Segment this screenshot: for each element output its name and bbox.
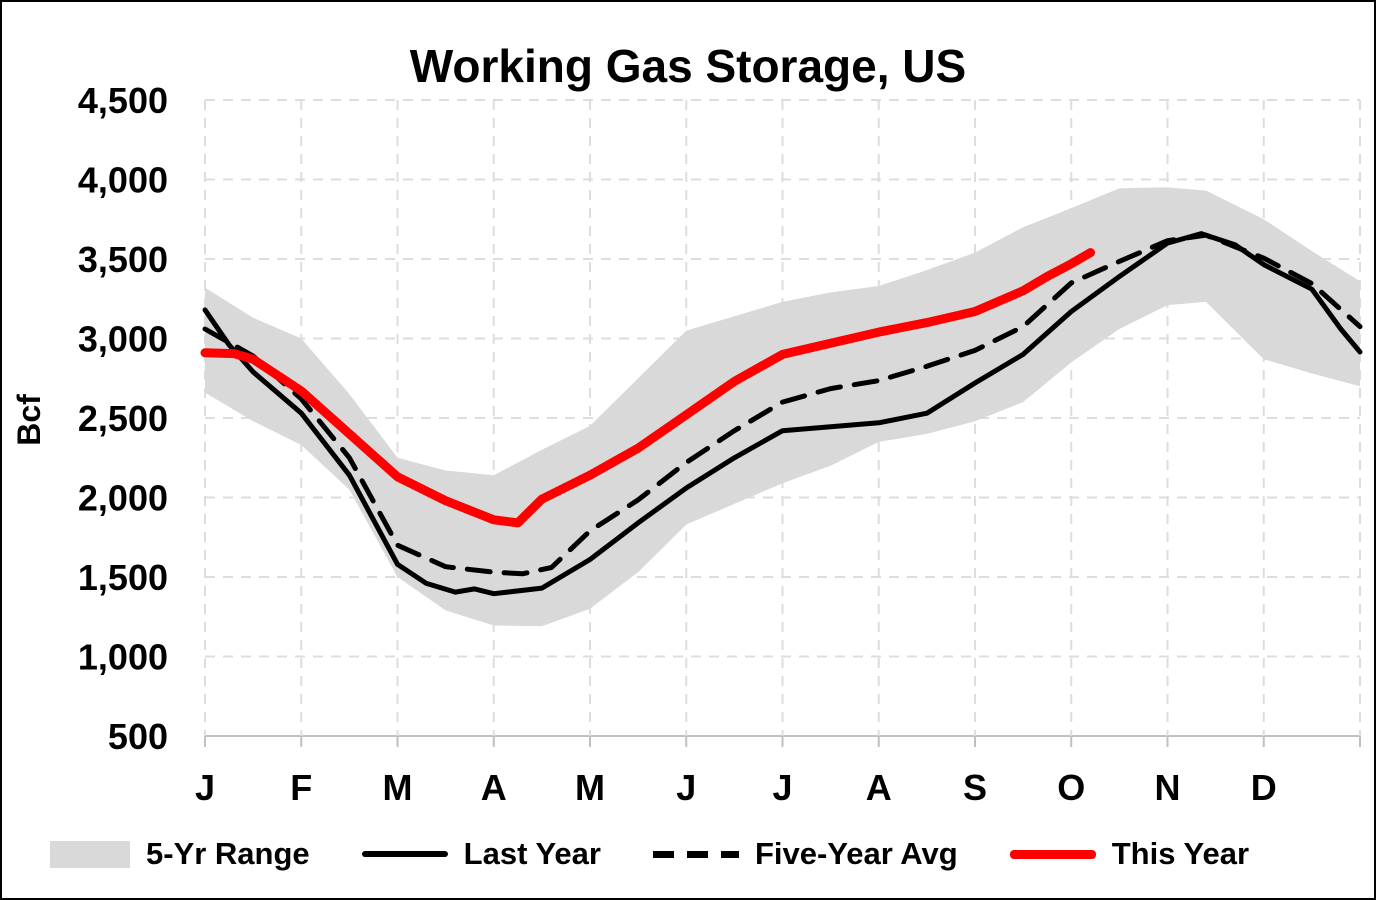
this-year-line [200, 248, 1095, 528]
x-axis-label-s8: S [963, 767, 987, 808]
series-lines [200, 231, 1363, 597]
five-year-avg-line [202, 232, 1363, 577]
y-axis-title: Bcf [11, 394, 47, 446]
legend-item-five-year-avg: Five-Year Avg [652, 836, 958, 872]
red-line-swatch-icon [1009, 849, 1096, 859]
y-axis-label-1500: 1,500 [78, 557, 168, 598]
y-axis-label-4500: 4,500 [78, 80, 168, 121]
y-axis-label-4000: 4,000 [78, 160, 168, 201]
gridlines [204, 99, 1361, 737]
y-axis-label-2500: 2,500 [78, 398, 168, 439]
x-axis-label-o9: O [1057, 767, 1085, 808]
chart-legend: 5-Yr Range Last Year Five-Year Avg This … [50, 836, 1330, 872]
legend-label: Five-Year Avg [754, 836, 958, 871]
range-band-swatch-icon [50, 840, 130, 868]
x-axis-label-m4: M [575, 767, 605, 808]
legend-item-5yr-range: 5-Yr Range [50, 836, 310, 872]
legend-label: Last Year [463, 836, 601, 871]
x-axis-label-j0: J [195, 767, 215, 808]
y-axis-label-500: 500 [108, 716, 168, 757]
x-axis-label-j6: J [772, 767, 792, 808]
y-axis-label-3500: 3,500 [78, 239, 168, 280]
x-axis-label-d11: D [1251, 767, 1277, 808]
x-axis-label-a3: A [481, 767, 507, 808]
x-axis-label-m2: M [383, 767, 413, 808]
chart-title: Working Gas Storage, US [410, 40, 966, 92]
y-axis-label-2000: 2,000 [78, 478, 168, 519]
dashed-line-swatch-icon [652, 850, 739, 858]
solid-line-swatch-icon [361, 851, 448, 857]
legend-label: This Year [1111, 836, 1250, 871]
x-axis-label-a7: A [866, 767, 892, 808]
y-axis-labels: 4,500 4,000 3,500 3,000 2,500 2,000 1,500 1,000… [78, 80, 168, 757]
x-axis-label-f1: F [290, 767, 312, 808]
legend-label: 5-Yr Range [146, 836, 310, 871]
y-axis-label-3000: 3,000 [78, 319, 168, 360]
legend-item-this-year: This Year [1009, 836, 1250, 872]
x-axis-label-j5: J [676, 767, 696, 808]
x-axis-label-n10: N [1155, 767, 1181, 808]
legend-item-last-year: Last Year [361, 836, 601, 872]
axis-ticks [204, 736, 1361, 747]
y-axis-label-1000: 1,000 [78, 637, 168, 678]
storage-chart: J F M A M J J A S O N D 4,500 4,000 3,500 3,000 2,500 2,… [11, 40, 1363, 808]
